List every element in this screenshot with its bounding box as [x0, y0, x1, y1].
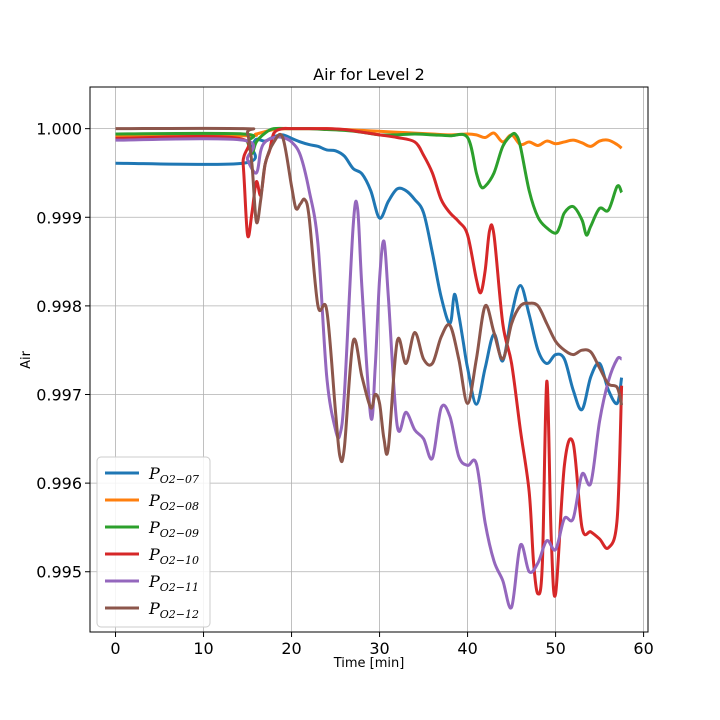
legend-entry-subscript: O2−11	[160, 581, 199, 594]
legend-entry-label: PO2−11	[148, 572, 199, 594]
legend-entry-label: PO2−10	[148, 545, 199, 567]
y-axis-ticks: 0.995 0.996 0.997 0.998 0.999 1.000	[36, 120, 90, 582]
x-tick-label: 60	[633, 639, 653, 658]
series-line-209	[115, 126, 623, 237]
legend-entry-subscript: O2−10	[160, 554, 199, 567]
legend-entry-subscript: O2−09	[160, 527, 199, 540]
legend-entry-label: PO2−07	[148, 464, 199, 486]
y-tick-label: 0.997	[36, 386, 82, 405]
y-tick-label: 0.995	[36, 563, 82, 582]
legend-entry-subscript: O2−12	[160, 608, 199, 621]
x-axis-label: Time [min]	[333, 656, 405, 671]
legend-entry-name: P	[148, 518, 160, 537]
x-tick-label: 30	[369, 639, 389, 658]
x-tick-label: 40	[457, 639, 477, 658]
legend-entry-name: P	[148, 545, 160, 564]
x-tick-label: 50	[545, 639, 565, 658]
legend-entry-name: P	[148, 572, 160, 591]
legend-entry-name: P	[148, 491, 160, 510]
legend-entry-label: PO2−08	[148, 491, 199, 513]
legend-entry-name: P	[148, 464, 160, 483]
x-tick-label: 20	[281, 639, 301, 658]
legend-entry-label: PO2−09	[148, 518, 199, 540]
y-axis-label: Air	[19, 350, 34, 369]
legend-entry-subscript: O2−07	[160, 473, 199, 486]
y-tick-label: 0.998	[36, 297, 82, 316]
chart-title: Air for Level 2	[313, 65, 425, 84]
legend-entry-label: PO2−12	[148, 599, 199, 621]
x-tick-label: 0	[110, 639, 120, 658]
y-tick-label: 1.000	[36, 120, 82, 139]
x-tick-label: 10	[193, 639, 213, 658]
series-lines	[115, 126, 624, 610]
x-axis-ticks: 0 10 20 30 40 50 60	[110, 632, 654, 658]
series-line-212	[115, 126, 624, 464]
plot-frame	[89, 86, 649, 633]
y-tick-label: 0.999	[36, 208, 82, 227]
y-tick-label: 0.996	[36, 474, 82, 493]
legend-entry-name: P	[148, 599, 160, 618]
series-line-211	[115, 135, 623, 610]
legend-entry-subscript: O2−08	[160, 500, 199, 513]
series-line-207	[115, 133, 624, 412]
